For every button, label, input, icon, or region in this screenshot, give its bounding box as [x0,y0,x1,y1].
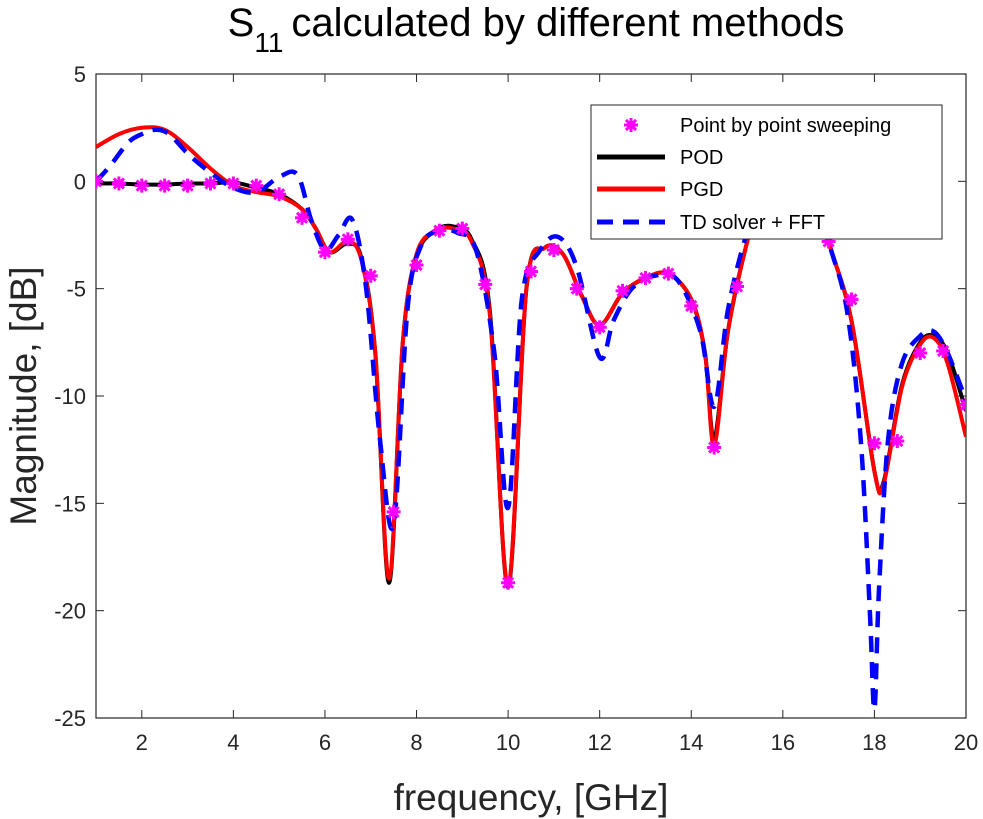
y-tick-label: -5 [66,277,86,302]
data-point-marker [478,277,493,292]
data-point-marker [249,178,264,193]
y-tick-label: 0 [74,169,86,194]
y-tick-label: -15 [54,491,86,516]
chart-title: S11 calculated by different methods [228,1,845,58]
data-point-marker [340,232,355,247]
data-point-marker [867,436,882,451]
title-main: S [228,1,255,45]
data-point-marker [96,174,103,189]
legend-entry: POD [597,147,723,169]
data-point-marker [707,440,722,455]
data-point-marker [959,397,966,412]
data-point-marker [936,343,951,358]
x-tick-label: 20 [954,730,978,755]
legend-marker [624,118,638,132]
title-subscript: 11 [254,27,283,58]
legend-entry: PGD [597,179,723,201]
legend-entry: TD solver + FFT [597,212,825,234]
data-point-marker [661,266,676,281]
y-tick-label: -20 [54,599,86,624]
data-point-marker [569,281,584,296]
data-point-marker [432,223,447,238]
y-tick-label: -25 [54,706,86,731]
x-tick-label: 6 [319,730,331,755]
x-tick-label: 18 [862,730,886,755]
x-tick-label: 8 [410,730,422,755]
data-point-marker [592,320,607,335]
legend-label: Point by point sweeping [680,115,891,137]
x-tick-label: 4 [227,730,239,755]
data-point-marker [180,178,195,193]
data-point-marker [386,504,401,519]
legend-label: POD [680,147,723,169]
data-point-marker [638,270,653,285]
legend-box [590,104,943,240]
legend-entry: Point by point sweeping [624,115,891,137]
data-point-marker [844,292,859,307]
x-axis-label: frequency, [GHz] [394,777,669,818]
data-point-marker [913,346,928,361]
data-point-marker [295,210,310,225]
y-axis-label: Magnitude, [dB] [3,266,44,525]
data-point-marker [730,279,745,294]
x-tick-label: 16 [771,730,795,755]
data-point-marker [157,178,172,193]
data-point-marker [134,178,149,193]
data-point-marker [409,258,424,273]
x-tick-label: 2 [136,730,148,755]
x-tick-label: 14 [679,730,703,755]
x-tick-label: 12 [587,730,611,755]
data-point-marker [524,264,538,279]
x-tick-label: 10 [496,730,520,755]
data-point-marker [890,434,905,449]
y-tick-label: -10 [54,384,86,409]
data-point-marker [363,268,378,283]
data-point-marker [455,221,470,236]
data-point-marker [203,176,218,191]
data-point-marker [226,176,241,191]
data-point-marker [111,176,126,191]
axis-ticks: 2 4 6 8 10 12 14 16 18 20 5 0 -5 -10 -15 -20 -25 [54,62,978,755]
y-tick-label: 5 [74,62,86,87]
data-point-marker [272,187,287,202]
legend-label: TD solver + FFT [680,212,825,234]
data-point-marker [684,298,699,313]
legend-label: PGD [680,179,723,201]
title-suffix: calculated by different methods [291,1,844,45]
data-point-marker [501,575,516,590]
data-point-marker [546,243,561,258]
legend: Point by point sweeping POD PGD TD solver +… [590,104,943,240]
data-point-marker [317,245,332,260]
data-point-marker [615,283,630,298]
series-line-td-solver-fft [96,127,966,712]
